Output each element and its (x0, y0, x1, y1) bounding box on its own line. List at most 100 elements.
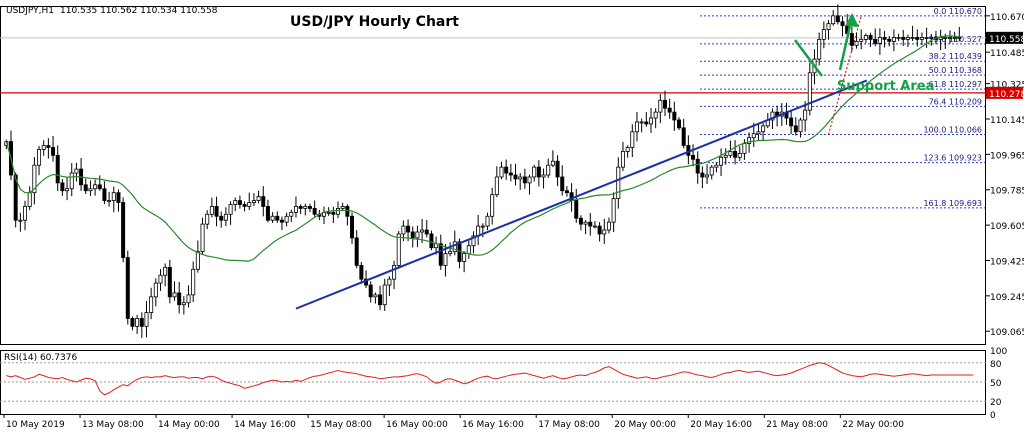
candle-bull (896, 37, 901, 39)
candle-bull (144, 312, 149, 327)
candle-bull (195, 251, 200, 270)
candle-bear (588, 221, 593, 227)
price-tick-label: 110.485 (990, 49, 1024, 59)
candle-bear (261, 196, 266, 207)
candle-bear (331, 211, 336, 215)
candle-bear (378, 294, 383, 306)
candle-bull (891, 37, 896, 42)
candle-bear (307, 206, 312, 209)
fib-level-label: 38.2 110.439 (929, 52, 982, 61)
candle-bull (826, 23, 831, 30)
candle-bull (18, 219, 23, 222)
candle-bull (485, 215, 490, 227)
time-tick-label: 16 May 00:00 (386, 420, 448, 430)
candle-bull (723, 154, 728, 158)
time-tick-label: 20 May 00:00 (614, 420, 676, 430)
candle-bull (863, 35, 868, 40)
candle-bear (116, 192, 121, 203)
red-line-price-label: 110.278 (989, 90, 1024, 100)
candle-bear (429, 233, 434, 249)
moving-average-line (5, 35, 960, 262)
candle-bear (564, 190, 569, 194)
time-tick-label: 10 May 2019 (6, 420, 65, 430)
candle-bull (910, 37, 915, 39)
green-arrow-down-stroke (794, 39, 823, 77)
candle-bear (55, 154, 60, 184)
candle-bear (873, 39, 878, 44)
candle-bull (611, 198, 616, 223)
candle-bull (392, 264, 397, 280)
candle-bull (719, 156, 724, 166)
candle-bear (46, 145, 51, 148)
candle-bull (88, 188, 93, 192)
candle-bear (359, 264, 364, 280)
candle-bull (709, 166, 714, 176)
candle-bear (536, 166, 541, 178)
candle-bull (228, 204, 233, 215)
fib-level-label: 76.4 110.209 (929, 97, 982, 106)
candle-bull (728, 151, 733, 156)
candle-bull (943, 37, 948, 39)
candle-bear (298, 206, 303, 209)
candle-bull (919, 37, 924, 40)
candle-bull (247, 202, 252, 207)
candle-bull (163, 266, 168, 276)
time-tick-label: 20 May 16:00 (690, 420, 752, 430)
candle-bull (490, 194, 495, 217)
candle-bear (578, 217, 583, 225)
candle-bull (284, 215, 289, 223)
candle-bull (191, 268, 196, 296)
candle-bear (700, 172, 705, 178)
chart-title: USD/JPY Hourly Chart (290, 14, 459, 30)
candle-bull (737, 152, 742, 158)
candle-bull (714, 164, 719, 168)
time-tick-label: 14 May 00:00 (158, 420, 220, 430)
candle-bear (345, 206, 350, 217)
candle-bear (555, 160, 560, 178)
candle-bull (747, 137, 752, 144)
candle-bull (32, 164, 37, 194)
time-tick-label: 22 May 00:00 (842, 420, 904, 430)
candle-bear (219, 215, 224, 221)
candle-bull (957, 37, 962, 39)
candle-bull (751, 133, 756, 139)
rsi-axis-label: 50 (990, 379, 1002, 389)
candle-bull (233, 200, 238, 205)
fib-level-label: 61.8 110.297 (929, 80, 982, 89)
candle-bear (560, 176, 565, 192)
candle-bull (620, 151, 625, 168)
candle-bear (522, 176, 527, 184)
candle-bear (835, 15, 840, 23)
price-tick-label: 109.785 (990, 187, 1024, 197)
current-price-label: 110.558 (989, 35, 1024, 45)
price-tick-label: 109.065 (990, 328, 1024, 338)
candle-bull (592, 225, 597, 228)
candle-bear (882, 37, 887, 40)
time-tick-label: 13 May 08:00 (82, 420, 144, 430)
rsi-line (6, 362, 974, 396)
candle-bull (924, 37, 929, 39)
candle-bull (69, 172, 74, 190)
red-line-price-tag (986, 86, 1023, 99)
candle-bull (303, 206, 308, 209)
candle-bull (293, 206, 298, 213)
candle-bull (27, 192, 32, 207)
candle-bull (877, 37, 882, 44)
candle-bear (139, 318, 144, 327)
candle-bear (849, 33, 854, 46)
candle-bull (821, 29, 826, 40)
candle-bull (111, 192, 116, 201)
ohlc-readout: 110.535 110.562 110.534 110.558 (60, 6, 218, 16)
candle-bull (742, 143, 747, 154)
candle-bull (905, 37, 910, 40)
candle-bear (13, 174, 18, 221)
candle-bull (648, 117, 653, 125)
candle-bear (513, 174, 518, 180)
fib-level-label: 100.0 110.066 (923, 126, 982, 135)
candle-bear (102, 188, 107, 201)
candle-bull (817, 39, 822, 60)
candle-bull (929, 37, 934, 39)
candle-bear (177, 292, 182, 306)
